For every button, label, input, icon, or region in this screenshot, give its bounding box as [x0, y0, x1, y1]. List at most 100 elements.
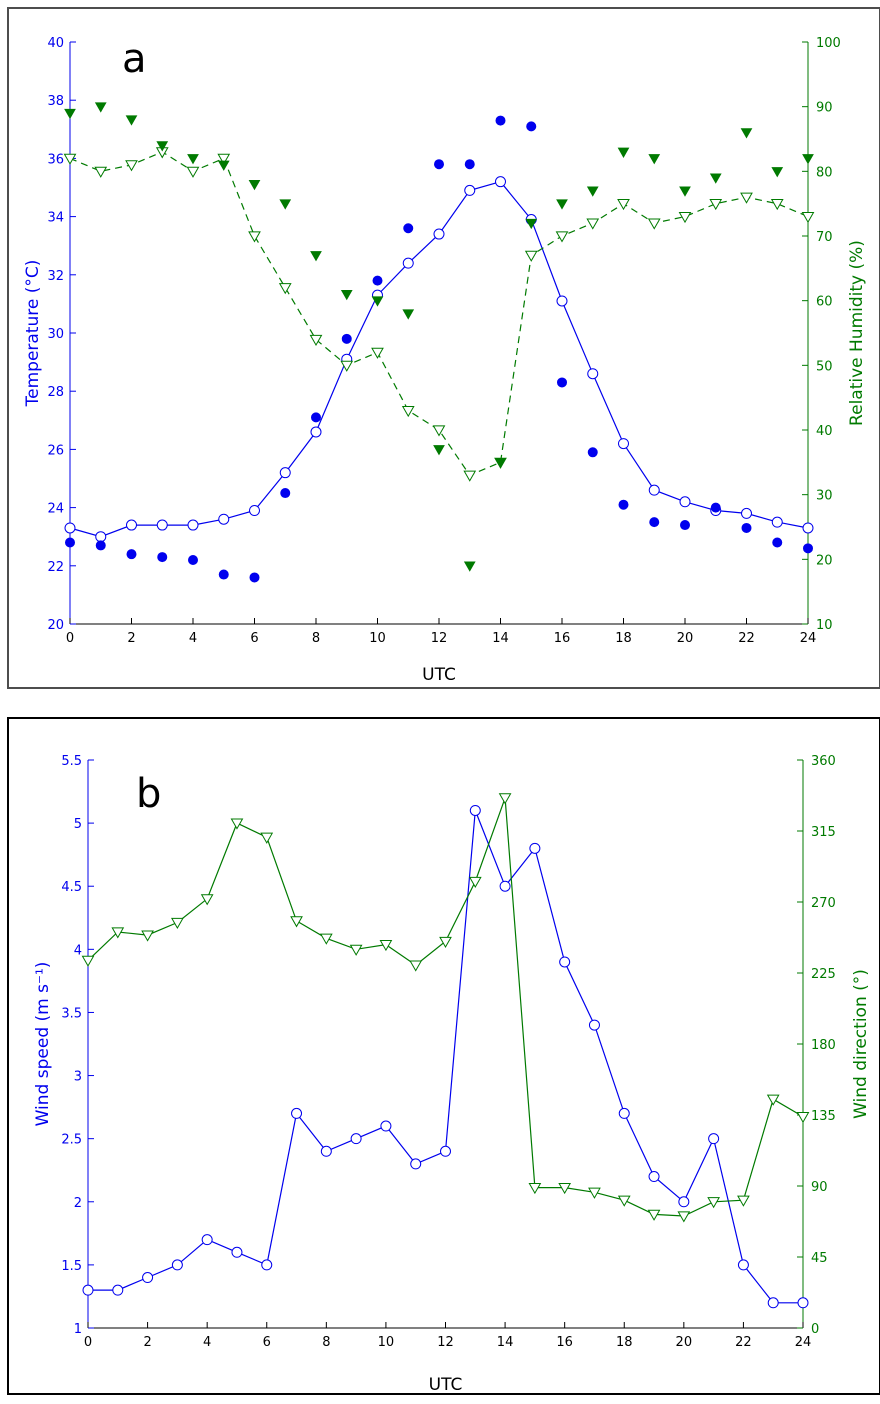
series-0-point — [410, 1158, 422, 1170]
series-1-point — [588, 1187, 601, 1199]
series-3-point — [125, 115, 138, 126]
series-0-point — [767, 1297, 779, 1309]
series-3-point — [617, 147, 630, 158]
series-1-point — [677, 1211, 691, 1223]
series-2-point — [432, 425, 446, 437]
x-tick-label: 6 — [250, 631, 258, 646]
series-1-point — [65, 537, 75, 548]
series-3-point — [771, 167, 784, 178]
series-1-point — [141, 930, 154, 942]
x-tick-label: 4 — [203, 1335, 211, 1350]
series-1-point — [311, 412, 321, 423]
x-tick-label: 14 — [492, 631, 509, 646]
series-0-point — [187, 519, 199, 531]
x-tick-label: 10 — [369, 631, 386, 646]
series-1-point — [772, 537, 783, 548]
series-1-point — [218, 569, 229, 580]
series-1-point — [319, 933, 333, 945]
series-0-point — [771, 516, 783, 528]
series-1-point — [188, 554, 198, 565]
right-tick-label: 360 — [811, 754, 836, 769]
series-3-point — [586, 186, 599, 197]
series-0-point — [380, 1120, 392, 1132]
right-tick-label: 30 — [816, 489, 833, 504]
series-3-point — [740, 128, 753, 139]
series-3-point — [248, 180, 261, 191]
series-3-point — [709, 173, 722, 184]
x-tick-label: 20 — [676, 1335, 693, 1350]
series-0-point — [469, 804, 481, 816]
left-tick-label: 1 — [74, 1322, 82, 1337]
series-3-point — [802, 154, 814, 165]
x-tick-label: 22 — [735, 1335, 752, 1350]
series-0-point — [156, 519, 168, 531]
series-1-point — [647, 1209, 661, 1221]
series-1-point — [498, 793, 512, 805]
x-tick-label: 6 — [263, 1335, 271, 1350]
x-tick-label: 24 — [800, 631, 817, 646]
series-1-point — [341, 333, 352, 344]
series-3-point — [156, 141, 169, 152]
series-1-point — [741, 522, 752, 533]
series-0-point — [648, 484, 660, 496]
left-tick-label: 4.5 — [61, 880, 82, 895]
series-0-point — [708, 1133, 720, 1145]
left-tick-label: 4 — [74, 943, 82, 958]
right-tick-label: 90 — [816, 101, 833, 116]
panel-letter: b — [136, 771, 161, 817]
series-1-point — [409, 960, 423, 972]
series-1-point — [468, 876, 482, 888]
series-0-point — [618, 1107, 630, 1119]
series-0-point — [499, 880, 511, 892]
x-tick-label: 12 — [437, 1335, 454, 1350]
x-tick-label: 20 — [677, 631, 694, 646]
series-0-point — [587, 368, 599, 380]
series-2-point — [309, 334, 323, 346]
x-tick-label: 8 — [312, 631, 320, 646]
right-tick-label: 20 — [816, 553, 833, 568]
x-tick-label: 2 — [127, 631, 135, 646]
series-0-point — [433, 228, 445, 240]
series-1-point — [200, 894, 214, 906]
series-3-point — [310, 251, 322, 262]
left-tick-label: 1.5 — [61, 1259, 82, 1274]
series-2-point — [709, 199, 723, 211]
series-1-point — [230, 818, 244, 830]
series-1-point — [111, 927, 125, 939]
series-2-point — [555, 231, 569, 243]
series-2-point — [770, 199, 784, 211]
series-1-point — [260, 832, 274, 844]
series-1-point — [766, 1094, 780, 1106]
series-0-point — [618, 438, 629, 450]
series-0-point — [440, 1145, 451, 1157]
series-0-point — [648, 1171, 660, 1183]
series-3-point — [371, 296, 384, 307]
x-axis-label: UTC — [429, 1375, 463, 1395]
series-1-point — [558, 1182, 572, 1195]
series-1-point — [126, 549, 137, 560]
series-1-point — [528, 1182, 542, 1195]
left-tick-label: 38 — [47, 94, 64, 109]
series-3-point — [463, 561, 476, 572]
right-tick-label: 0 — [811, 1322, 819, 1337]
series-1-point — [495, 115, 506, 126]
series-1-point — [618, 499, 629, 510]
series-0-point — [64, 522, 76, 534]
series-0-point — [320, 1145, 332, 1157]
series-1-point — [557, 377, 567, 388]
series-0-point — [678, 1196, 690, 1208]
series-3-point — [279, 199, 292, 210]
series-0-point — [171, 1259, 183, 1271]
series-0-point — [797, 1297, 809, 1309]
series-1-point — [280, 488, 291, 499]
series-3-point — [679, 186, 691, 197]
series-2-point — [740, 192, 753, 204]
series-2-point — [186, 166, 200, 178]
series-1-point — [526, 121, 537, 132]
right-tick-label: 45 — [811, 1251, 828, 1266]
series-0-point — [529, 842, 541, 854]
series-3-point — [64, 108, 76, 120]
x-tick-label: 16 — [554, 631, 571, 646]
right-tick-label: 40 — [816, 424, 833, 439]
series-1-point — [434, 159, 444, 170]
